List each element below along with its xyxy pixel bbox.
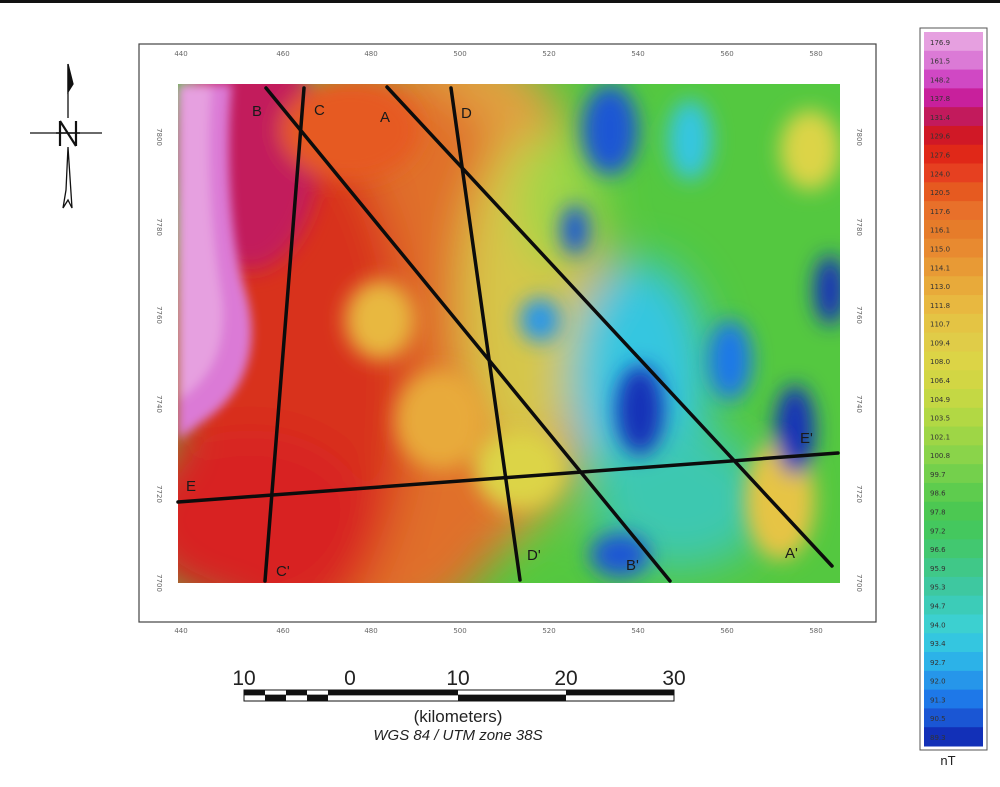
legend-value-label: 110.7 bbox=[930, 321, 950, 329]
scale-bar bbox=[244, 690, 674, 701]
x-tick-label: 440 bbox=[174, 627, 187, 635]
legend-value-label: 114.1 bbox=[930, 264, 950, 272]
y-tick-label: 7800 bbox=[155, 128, 163, 146]
x-tick-label: 480 bbox=[364, 627, 377, 635]
x-axis-bottom: 440 460 480 500 520 540 560 580 bbox=[174, 627, 822, 635]
legend-unit-label: nT bbox=[940, 753, 955, 768]
legend-value-label: 111.8 bbox=[930, 302, 950, 310]
legend-value-label: 176.9 bbox=[930, 39, 950, 47]
y-tick-label: 7760 bbox=[155, 306, 163, 324]
legend-value-label: 131.4 bbox=[930, 114, 951, 122]
x-tick-label: 500 bbox=[453, 627, 466, 635]
legend-value-label: 148.2 bbox=[930, 76, 950, 84]
profile-d-start-label: D bbox=[461, 105, 472, 122]
y-tick-label: 7700 bbox=[155, 574, 163, 592]
x-tick-label: 500 bbox=[453, 50, 466, 58]
profile-e-end-label: E' bbox=[800, 430, 813, 447]
legend-value-label: 91.3 bbox=[930, 696, 946, 704]
legend-value-label: 113.0 bbox=[930, 283, 950, 291]
x-tick-label: 440 bbox=[174, 50, 187, 58]
profile-a-end-label: A' bbox=[785, 545, 798, 562]
y-tick-label: 7780 bbox=[155, 218, 163, 236]
x-tick-label: 480 bbox=[364, 50, 377, 58]
legend-value-label: 117.6 bbox=[930, 208, 951, 216]
y-tick-label: 7720 bbox=[155, 485, 163, 503]
y-tick-label: 7720 bbox=[855, 485, 863, 503]
profile-c-start-label: C bbox=[314, 102, 325, 119]
scale-tick-label: 20 bbox=[554, 667, 577, 690]
legend-value-label: 137.8 bbox=[930, 95, 950, 103]
y-tick-label: 7760 bbox=[855, 306, 863, 324]
profile-b-end-label: B' bbox=[626, 557, 639, 574]
scale-tick-label: 0 bbox=[344, 667, 356, 690]
profile-a-start-label: A bbox=[380, 109, 390, 126]
legend-value-label: 106.4 bbox=[930, 377, 951, 385]
y-tick-label: 7700 bbox=[855, 574, 863, 592]
legend-value-label: 116.1 bbox=[930, 227, 950, 235]
scale-tick-label: 10 bbox=[232, 667, 255, 690]
legend-value-label: 90.5 bbox=[930, 715, 946, 723]
legend-value-label: 161.5 bbox=[930, 58, 950, 66]
color-legend: 176.9 161.5 148.2 137.8 131.4 129.6 127.6 124.0… bbox=[920, 28, 987, 750]
legend-value-label: 120.5 bbox=[930, 189, 950, 197]
y-tick-label: 7800 bbox=[855, 128, 863, 146]
legend-value-label: 102.1 bbox=[930, 433, 950, 441]
scale-unit-label: (kilometers) bbox=[414, 707, 503, 726]
legend-value-label: 96.6 bbox=[930, 546, 946, 554]
x-tick-label: 460 bbox=[276, 50, 289, 58]
legend-value-label: 95.3 bbox=[930, 584, 946, 592]
scale-tick-label: 10 bbox=[446, 667, 469, 690]
legend-value-label: 127.6 bbox=[930, 152, 951, 160]
x-tick-label: 520 bbox=[542, 627, 555, 635]
magnetic-anomaly-map bbox=[130, 30, 846, 640]
x-tick-label: 540 bbox=[631, 627, 644, 635]
legend-value-label: 109.4 bbox=[930, 339, 951, 347]
profile-c-end-label: C' bbox=[276, 563, 290, 580]
legend-value-label: 129.6 bbox=[930, 133, 951, 141]
x-tick-label: 540 bbox=[631, 50, 644, 58]
legend-value-label: 98.6 bbox=[930, 490, 946, 498]
x-tick-label: 580 bbox=[809, 627, 822, 635]
legend-value-label: 89.3 bbox=[930, 734, 946, 742]
y-tick-label: 7740 bbox=[855, 395, 863, 413]
projection-label: WGS 84 / UTM zone 38S bbox=[373, 727, 542, 744]
legend-value-label: 108.0 bbox=[930, 358, 950, 366]
legend-value-label: 93.4 bbox=[930, 640, 946, 648]
legend-value-label: 100.8 bbox=[930, 452, 950, 460]
legend-value-label: 103.5 bbox=[930, 415, 950, 423]
legend-value-label: 94.7 bbox=[930, 602, 946, 610]
profile-e-start-label: E bbox=[186, 478, 196, 495]
legend-value-label: 92.0 bbox=[930, 678, 946, 686]
legend-value-label: 104.9 bbox=[930, 396, 950, 404]
x-tick-label: 520 bbox=[542, 50, 555, 58]
x-tick-label: 560 bbox=[720, 50, 733, 58]
legend-value-label: 115.0 bbox=[930, 245, 950, 253]
north-arrow-icon bbox=[30, 64, 102, 208]
legend-value-label: 99.7 bbox=[930, 471, 946, 479]
legend-value-label: 94.0 bbox=[930, 621, 946, 629]
x-tick-label: 560 bbox=[720, 627, 733, 635]
scale-tick-label: 30 bbox=[662, 667, 685, 690]
x-tick-label: 580 bbox=[809, 50, 822, 58]
legend-value-label: 97.8 bbox=[930, 509, 946, 517]
y-tick-label: 7780 bbox=[855, 218, 863, 236]
legend-value-label: 124.0 bbox=[930, 170, 950, 178]
legend-value-label: 97.2 bbox=[930, 527, 946, 535]
y-tick-label: 7740 bbox=[155, 395, 163, 413]
profile-b-start-label: B bbox=[252, 103, 262, 120]
profile-d-end-label: D' bbox=[527, 547, 541, 564]
legend-value-label: 95.9 bbox=[930, 565, 946, 573]
x-tick-label: 460 bbox=[276, 627, 289, 635]
legend-value-label: 92.7 bbox=[930, 659, 946, 667]
